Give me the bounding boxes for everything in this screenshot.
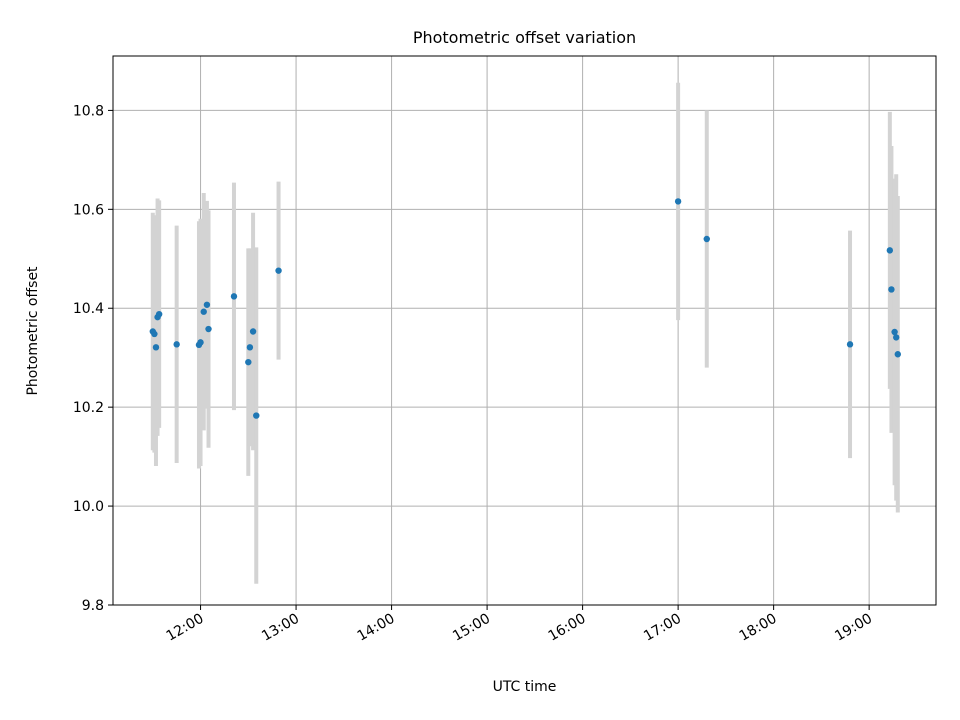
data-point (888, 286, 895, 293)
data-point (891, 328, 898, 336)
data-point (886, 247, 894, 254)
data-point (894, 351, 901, 358)
y-tick-label: 10.6 (73, 202, 104, 218)
y-tick-label: 10.4 (73, 301, 104, 317)
y-tick-label: 10.0 (73, 499, 104, 515)
y-tick-label: 9.8 (82, 598, 104, 614)
y-axis-label: Photometric offset (25, 266, 41, 396)
data-point (200, 308, 207, 315)
data-point (155, 310, 163, 318)
data-point (245, 358, 252, 366)
data-point (151, 330, 158, 338)
plot-area-frame (112, 55, 937, 606)
data-point (230, 293, 238, 300)
data-point (152, 344, 160, 351)
data-point (173, 341, 180, 348)
data-point (846, 341, 854, 348)
data-point (674, 198, 682, 205)
data-point (249, 328, 257, 335)
y-tick-label: 10.2 (73, 400, 104, 416)
data-point (203, 301, 211, 308)
data-point (893, 334, 900, 341)
data-point (197, 339, 204, 346)
y-tick-label: 10.8 (73, 103, 104, 119)
data-point (246, 344, 254, 351)
chart-title: Photometric offset variation (413, 28, 636, 47)
data-point (275, 267, 282, 274)
data-point (205, 325, 212, 333)
data-points (149, 198, 901, 419)
data-point (253, 412, 260, 419)
x-axis-label: UTC time (493, 679, 557, 695)
data-point (703, 235, 710, 243)
